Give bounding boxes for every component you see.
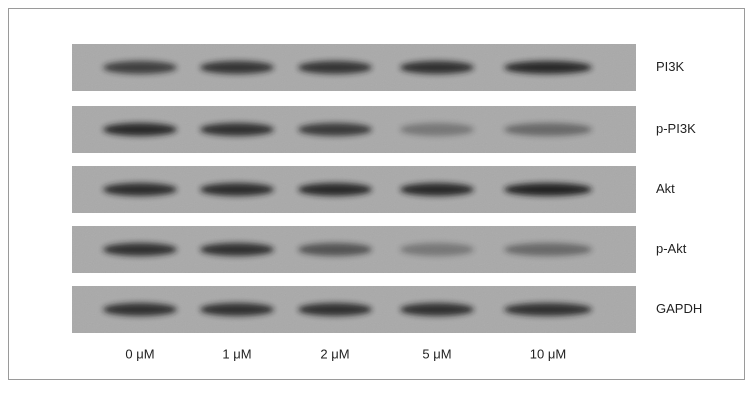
band <box>504 243 592 256</box>
band <box>298 61 372 74</box>
band <box>200 61 274 74</box>
band <box>103 303 177 316</box>
protein-label: p-PI3K <box>656 121 696 136</box>
band <box>400 303 474 316</box>
blot-panel <box>72 44 636 333</box>
protein-label: p-Akt <box>656 241 687 256</box>
lane-label: 0 μM <box>125 346 154 361</box>
band <box>400 61 474 74</box>
protein-label: PI3K <box>656 59 685 74</box>
band <box>504 303 592 316</box>
lane-label: 5 μM <box>422 346 451 361</box>
band <box>103 183 177 196</box>
band <box>103 243 177 256</box>
band <box>298 243 372 256</box>
band <box>504 183 592 196</box>
band <box>400 183 474 196</box>
protein-label: GAPDH <box>656 301 702 316</box>
lane-label: 10 μM <box>530 346 566 361</box>
band <box>200 123 274 136</box>
figure: PI3K p-PI3K Akt p-Akt GAPDH 0 μM 1 μM 2 μM 5 μM 1… <box>0 0 753 388</box>
band <box>298 303 372 316</box>
band <box>103 123 177 136</box>
band <box>200 183 274 196</box>
band <box>504 61 592 74</box>
band <box>400 123 474 136</box>
lane-label: 1 μM <box>222 346 251 361</box>
band <box>298 183 372 196</box>
band <box>200 303 274 316</box>
band <box>298 123 372 136</box>
band <box>504 123 592 136</box>
band <box>400 243 474 256</box>
lane-label: 2 μM <box>320 346 349 361</box>
band <box>103 61 177 74</box>
protein-label: Akt <box>656 181 675 196</box>
band <box>200 243 274 256</box>
